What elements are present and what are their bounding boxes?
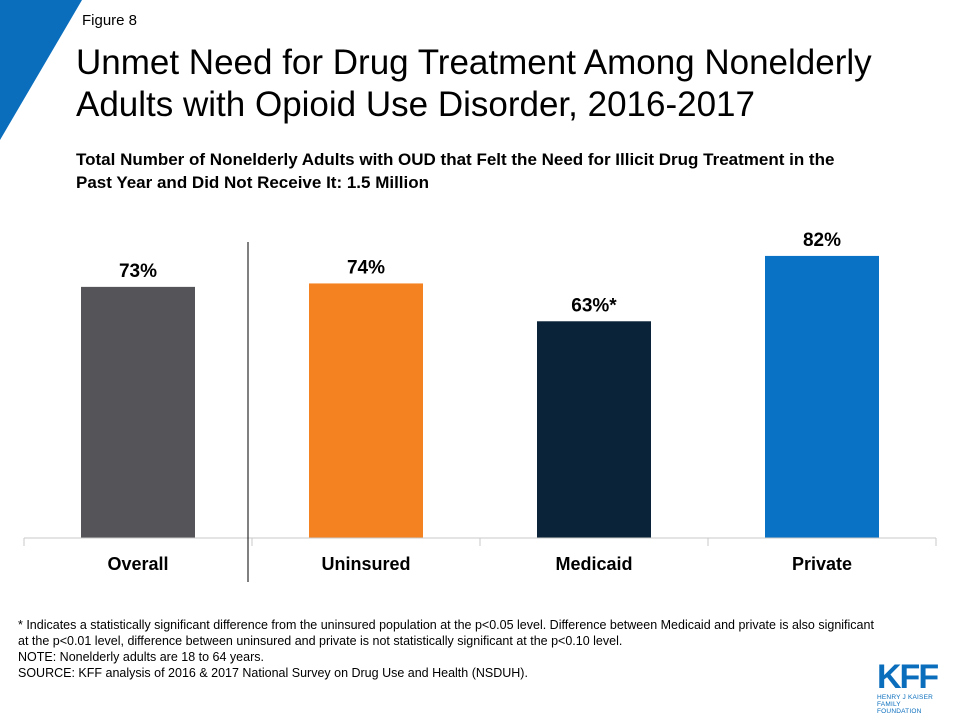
data-label-uninsured: 74% [347, 257, 385, 278]
age-note: NOTE: Nonelderly adults are 18 to 64 yea… [18, 650, 264, 664]
logo-line-1: HENRY J KAISER [877, 694, 934, 701]
figure-label: Figure 8 [82, 12, 138, 29]
category-label-overall: Overall [107, 554, 168, 574]
bar-overall [81, 286, 195, 538]
bar-chart: 73% Overall 74% Uninsured 63%* Medicaid 82% Pri… [23, 230, 937, 582]
corner-accent-shape [0, 0, 82, 140]
category-label-private: Private [792, 554, 852, 574]
data-label-medicaid: 63%* [571, 295, 617, 316]
data-label-private: 82% [803, 230, 841, 251]
logo-wordmark: KFF [877, 658, 939, 696]
kff-logo: KFF HENRY J KAISER FAMILY FOUNDATION [877, 660, 947, 715]
significance-note: * Indicates a statistically significant … [18, 618, 874, 648]
source-note: SOURCE: KFF analysis of 2016 & 2017 Nati… [18, 666, 528, 680]
chart-subtitle: Total Number of Nonelderly Adults with O… [76, 150, 835, 192]
logo-line-2: FAMILY FOUNDATION [877, 701, 922, 715]
data-label-overall: 73% [119, 261, 157, 282]
bar-private [765, 255, 879, 539]
bar-medicaid [537, 321, 651, 538]
chart-title: Unmet Need for Drug Treatment Among None… [76, 43, 872, 124]
category-label-uninsured: Uninsured [321, 554, 410, 574]
bar-uninsured [309, 283, 423, 538]
footnotes: * Indicates a statistically significant … [18, 617, 878, 681]
category-label-medicaid: Medicaid [555, 554, 632, 574]
